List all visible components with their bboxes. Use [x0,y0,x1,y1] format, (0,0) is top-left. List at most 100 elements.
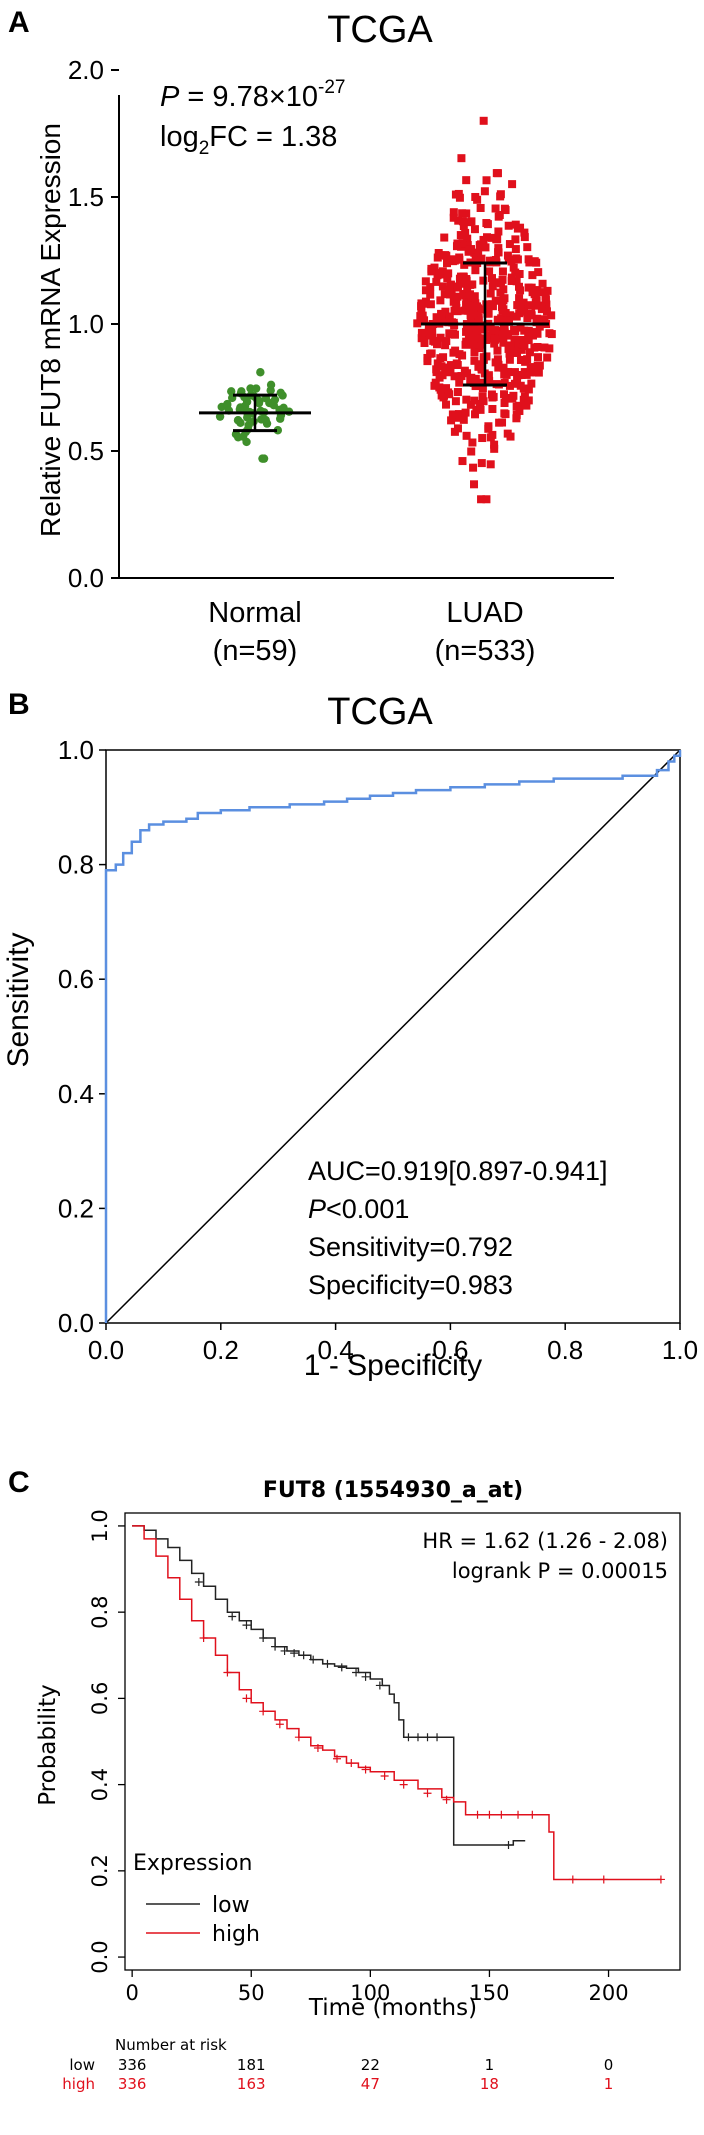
panel-b-stat-sensitivity: Sensitivity=0.792 [308,1232,513,1262]
panel-a-point-normal [223,399,232,409]
panel-a-point-luad [474,334,483,343]
panel-a-point-normal [251,384,261,393]
panel-a-point-luad [498,303,507,312]
panel-c-censor-mark-low [433,1733,442,1742]
panel-a-point-luad [471,192,480,201]
panel-a: A TCGA Relative FUT8 mRNA Expression 0.0… [8,6,614,667]
panel-a-point-luad [417,334,426,343]
panel-a-point-luad [511,268,520,277]
panel-a-point-luad [470,356,479,365]
panel-c-risk-value-high: 47 [361,2075,380,2093]
panel-a-point-luad [429,336,438,345]
panel-a-point-luad [485,267,494,276]
panel-a-y-tick-label: 0.0 [68,563,104,593]
panel-a-point-luad [472,405,481,414]
panel-b-roc-curve [104,750,682,1323]
panel-a-point-luad [524,255,533,264]
panel-a-point-luad [508,180,517,189]
panel-a-point-luad [516,323,525,332]
panel-a-point-normal [254,398,264,408]
panel-a-point-luad [512,277,521,286]
panel-c-censor-mark-low [337,1663,346,1672]
panel-a-y-tick-label: 0.5 [68,436,104,466]
panel-a-point-luad [477,254,486,263]
panel-c-x-tick-label: 100 [350,1981,390,2005]
panel-b: B TCGA Sensitivity 1 - Specificity 0.0 0.… [2,688,698,1382]
panel-c-censor-mark-low [228,1612,237,1621]
panel-a-point-luad [466,400,475,409]
panel-a-log2fc: log2FC = 1.38 [160,121,337,159]
panel-c-y-tick-label: 0.4 [88,1768,112,1801]
panel-a-point-luad [530,328,539,337]
panel-a-point-luad [514,371,523,380]
panel-a-point-luad [520,228,529,237]
panel-a-point-luad [513,301,522,310]
panel-c-censor-mark-low [290,1649,299,1658]
panel-a-point-luad [497,314,506,323]
panel-a-point-luad [523,314,532,323]
panel-c-risk-value-low: 0 [604,2056,614,2074]
panel-b-xlabel: 1 - Specificity [304,1349,482,1382]
panel-a-point-luad [468,438,477,447]
panel-a-point-luad [499,338,508,347]
panel-a-point-luad [491,204,500,213]
panel-b-label: B [8,688,30,721]
panel-a-point-luad [478,434,487,443]
panel-a-point-luad [489,278,498,287]
panel-a-point-luad [448,410,457,419]
panel-a-point-luad [441,251,450,260]
panel-c-censor-mark-low [280,1646,289,1655]
panel-a-point-luad [516,355,525,364]
panel-a-point-luad [455,378,464,387]
panel-a-point-luad [484,371,493,380]
panel-a-point-luad [446,280,455,289]
panel-a-point-luad [505,355,514,364]
panel-c-risk-value-high: 1 [604,2075,614,2093]
panel-c-censor-mark-high [294,1733,303,1742]
panel-a-y-tick-label: 1.0 [68,309,104,339]
panel-a-point-luad [455,253,464,262]
panel-a-point-luad [534,268,543,277]
panel-a-point-luad [500,399,509,408]
panel-a-point-luad [486,322,495,331]
panel-a-point-luad [486,460,495,469]
panel-a-point-luad [470,348,479,357]
panel-a-point-luad [510,325,519,334]
panel-a-point-luad [531,367,540,376]
panel-c-x-tick-label: 50 [238,1981,265,2005]
panel-c-km-high [132,1525,665,1884]
panel-a-point-luad [457,154,466,163]
panel-c-stat-hr: HR = 1.62 (1.26 - 2.08) [422,1529,668,1553]
panel-a-point-luad [436,385,445,394]
panel-a-point-luad [471,266,480,275]
panel-a-point-luad [515,294,524,303]
panel-a-point-luad [437,362,446,371]
panel-a-point-luad [427,349,436,358]
panel-a-point-luad [467,315,476,324]
panel-a-point-luad [483,233,492,242]
panel-a-point-luad [469,463,478,472]
panel-c-risk-label-high: high [62,2075,95,2093]
panel-a-point-luad [515,270,524,279]
panel-a-point-luad [448,257,457,266]
panel-a-point-luad [477,495,486,504]
panel-c-censor-mark-low [361,1672,370,1681]
panel-c-y-tick-label: 0.2 [88,1854,112,1887]
panel-a-point-luad [461,340,470,349]
panel-a-point-luad [476,340,485,349]
panel-a-point-luad [509,263,518,272]
panel-a-point-luad [460,306,469,315]
panel-a-point-luad [443,259,452,268]
panel-c-label: C [8,1466,30,1499]
panel-a-point-luad [516,307,525,316]
panel-a-point-luad [465,290,474,299]
panel-c-x-tick-label: 150 [469,1981,509,2005]
panel-a-point-luad [442,400,451,409]
panel-a-point-luad [421,286,430,295]
panel-a-point-luad [457,272,466,281]
panel-a-point-luad [537,288,546,297]
panel-c-censor-mark-low [352,1668,361,1677]
panel-c-risk-value-high: 336 [118,2075,147,2093]
panel-a-point-luad [503,429,512,438]
